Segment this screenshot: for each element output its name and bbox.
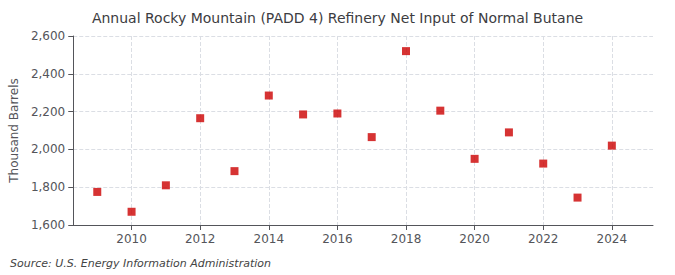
svg-text:Thousand Barrels: Thousand Barrels xyxy=(7,78,21,183)
svg-text:2012: 2012 xyxy=(185,232,216,246)
svg-text:Source: U.S. Energy Informatio: Source: U.S. Energy Information Administ… xyxy=(10,257,271,270)
svg-text:2018: 2018 xyxy=(391,232,422,246)
svg-text:2024: 2024 xyxy=(597,232,628,246)
svg-text:2020: 2020 xyxy=(459,232,490,246)
svg-text:2010: 2010 xyxy=(116,232,147,246)
svg-text:Annual Rocky Mountain (PADD 4): Annual Rocky Mountain (PADD 4) Refinery … xyxy=(92,10,583,26)
svg-text:2016: 2016 xyxy=(322,232,353,246)
svg-text:2,200: 2,200 xyxy=(31,105,65,119)
svg-text:1,600: 1,600 xyxy=(31,218,65,232)
svg-text:1,800: 1,800 xyxy=(31,180,65,194)
svg-text:2,600: 2,600 xyxy=(31,29,65,43)
svg-text:2,000: 2,000 xyxy=(31,142,65,156)
svg-text:2022: 2022 xyxy=(528,232,559,246)
svg-text:2,400: 2,400 xyxy=(31,67,65,81)
svg-text:2014: 2014 xyxy=(254,232,285,246)
